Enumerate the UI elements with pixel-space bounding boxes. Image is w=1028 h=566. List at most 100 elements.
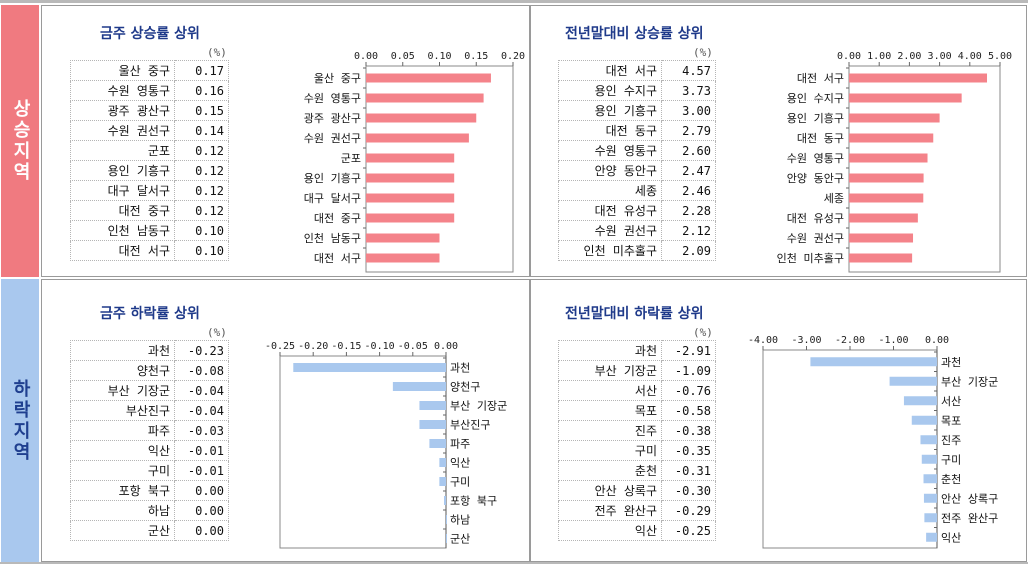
change-value: 0.10 — [174, 220, 229, 241]
bar — [446, 534, 447, 543]
change-value: -0.29 — [661, 500, 716, 521]
category-label: 구미 — [450, 476, 470, 489]
region-name: 과천 — [558, 340, 662, 361]
region-name: 안양 동안구 — [558, 160, 662, 181]
bar — [429, 439, 446, 448]
panel-ytd-rise: 전년말대비 상승률 상위 (%) 대전 서구 4.57 용인 수지구 3.73 용인 기… — [530, 5, 1027, 277]
change-value: 0.12 — [174, 180, 229, 201]
x-tick-label: 0.00 — [354, 51, 378, 62]
change-value: 0.12 — [174, 140, 229, 161]
category-label: 울산 중구 — [314, 72, 361, 85]
bar — [446, 515, 447, 524]
bar — [849, 153, 928, 163]
table-row: 인천 미추홀구 2.09 — [558, 240, 716, 261]
region-name: 용인 기흥구 — [558, 100, 662, 121]
bar — [849, 213, 918, 223]
region-name: 광주 광산구 — [70, 100, 175, 121]
bar — [849, 73, 988, 83]
region-name: 인천 미추홀구 — [558, 240, 662, 261]
category-label: 대전 서구 — [797, 72, 844, 85]
bar — [419, 420, 446, 429]
table-row: 과천 -2.91 — [558, 340, 716, 361]
bar — [419, 401, 446, 410]
bottom-border — [0, 562, 1028, 564]
region-name: 대구 달서구 — [70, 180, 175, 201]
bar — [366, 73, 491, 83]
change-value: -0.35 — [661, 440, 716, 461]
category-label: 부산 기장군 — [450, 400, 507, 413]
change-value: -0.04 — [174, 380, 229, 401]
region-name: 울산 중구 — [70, 60, 175, 81]
change-value: -0.38 — [661, 420, 716, 441]
table-row: 부산 기장군 -0.04 — [70, 380, 229, 401]
x-tick-label: -2.00 — [835, 335, 865, 346]
change-value: 0.10 — [174, 240, 229, 261]
change-value: -0.08 — [174, 360, 229, 381]
region-name: 군산 — [70, 520, 175, 541]
unit-label: (%) — [693, 326, 713, 339]
category-label: 대전 중구 — [314, 212, 361, 225]
table-row: 세종 2.46 — [558, 180, 716, 201]
category-label: 용인 기흥구 — [787, 111, 844, 125]
fall-region-label: 하락지역 — [1, 279, 39, 562]
change-value: -0.58 — [661, 400, 716, 421]
category-label: 수원 영통구 — [304, 92, 361, 105]
x-tick-label: -4.00 — [748, 335, 778, 346]
panel-weekly-fall: 금주 하락률 상위 (%) 과천 -0.23 양천구 -0.08 부산 기장군 -0.04… — [41, 279, 530, 562]
bar — [366, 113, 477, 123]
region-name: 익산 — [70, 440, 175, 461]
panel-ytd-fall: 전년말대비 하락률 상위 (%) 과천 -2.91 부산 기장군 -1.09 서산 -0.… — [530, 279, 1027, 562]
ranking-table: 과천 -2.91 부산 기장군 -1.09 서산 -0.76 목포 -0.58 진주 -0.38 구… — [558, 340, 716, 541]
region-name: 수원 권선구 — [558, 220, 662, 241]
bar — [293, 363, 446, 372]
bar — [903, 396, 937, 406]
category-label: 수원 권선구 — [304, 132, 361, 145]
region-name: 춘천 — [558, 460, 662, 481]
change-value: 0.15 — [174, 100, 229, 121]
table-row: 군포 0.12 — [70, 140, 229, 161]
bar — [849, 133, 934, 143]
region-name: 인천 남동구 — [70, 220, 175, 241]
table-row: 수원 영통구 0.16 — [70, 80, 229, 101]
x-tick-label: 0.00 — [925, 335, 949, 346]
category-label: 전주 완산구 — [941, 512, 998, 525]
change-value: -0.76 — [661, 380, 716, 401]
region-name: 세종 — [558, 180, 662, 201]
change-value: -0.01 — [174, 440, 229, 461]
bar — [849, 93, 962, 103]
change-value: 3.73 — [661, 80, 716, 101]
change-value: 0.00 — [174, 500, 229, 521]
table-row: 대전 서구 0.10 — [70, 240, 229, 261]
top-border — [0, 0, 1028, 3]
category-label: 인천 미추홀구 — [777, 251, 844, 265]
x-tick-label: -0.10 — [365, 341, 395, 352]
region-name: 부산 기장군 — [558, 360, 662, 381]
bar — [366, 153, 455, 163]
category-label: 대전 유성구 — [787, 212, 844, 225]
category-label: 부산진구 — [450, 419, 490, 432]
table-row: 구미 -0.35 — [558, 440, 716, 461]
table-row: 인천 남동구 0.10 — [70, 220, 229, 241]
bar — [911, 415, 937, 425]
x-tick-label: 0.00 — [434, 341, 458, 352]
bar — [926, 532, 937, 542]
category-label: 용인 수지구 — [787, 92, 844, 105]
ranking-table-body: 울산 중구 0.17 수원 영통구 0.16 광주 광산구 0.15 수원 권선구 0.14 군… — [70, 60, 229, 261]
category-label: 춘천 — [941, 472, 961, 486]
bar — [923, 474, 937, 484]
category-label: 군산 — [450, 533, 470, 546]
rise-region-text: 상승지역 — [10, 99, 31, 183]
change-value: -0.01 — [174, 460, 229, 481]
rise-region-label: 상승지역 — [1, 5, 39, 277]
change-value: -0.30 — [661, 480, 716, 501]
x-tick-label: -0.20 — [298, 341, 328, 352]
region-name: 수원 영통구 — [558, 140, 662, 161]
panel-weekly-rise: 금주 상승률 상위 (%) 울산 중구 0.17 수원 영통구 0.16 광주 광산구 0… — [41, 5, 530, 277]
ranking-table-body: 과천 -2.91 부산 기장군 -1.09 서산 -0.76 목포 -0.58 진주 -0.38 구… — [558, 340, 716, 541]
category-label: 익산 — [941, 531, 961, 544]
category-label: 세종 — [824, 192, 844, 205]
change-value: -0.23 — [174, 340, 229, 361]
